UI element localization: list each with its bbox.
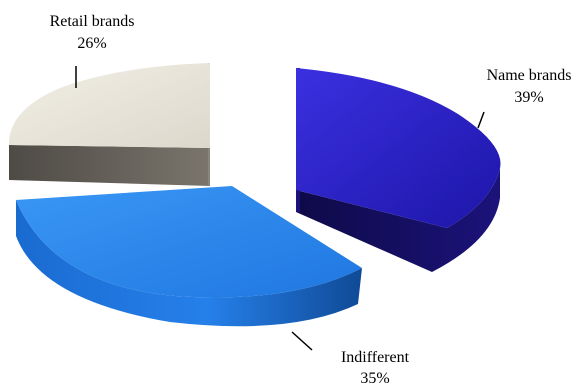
slice-retail-brands	[8, 63, 210, 148]
leader-line-indifferent	[291, 331, 313, 351]
slice-indifferent	[16, 186, 362, 298]
label-indifferent-value: 35%	[360, 370, 389, 387]
label-name-brands-name: Name brands	[487, 67, 572, 84]
leader-line-name-brands	[477, 111, 485, 129]
slice-name-brands	[296, 68, 501, 228]
slice-name-brands-side	[296, 168, 500, 272]
label-name-brands-value: 39%	[514, 89, 543, 106]
label-indifferent-name: Indifferent	[341, 349, 410, 366]
slice-retail-brands-side-front	[9, 145, 210, 186]
slice-indifferent-side	[16, 200, 362, 327]
label-retail-brands-name: Retail brands	[50, 13, 135, 30]
label-retail-brands-value: 26%	[77, 35, 106, 52]
